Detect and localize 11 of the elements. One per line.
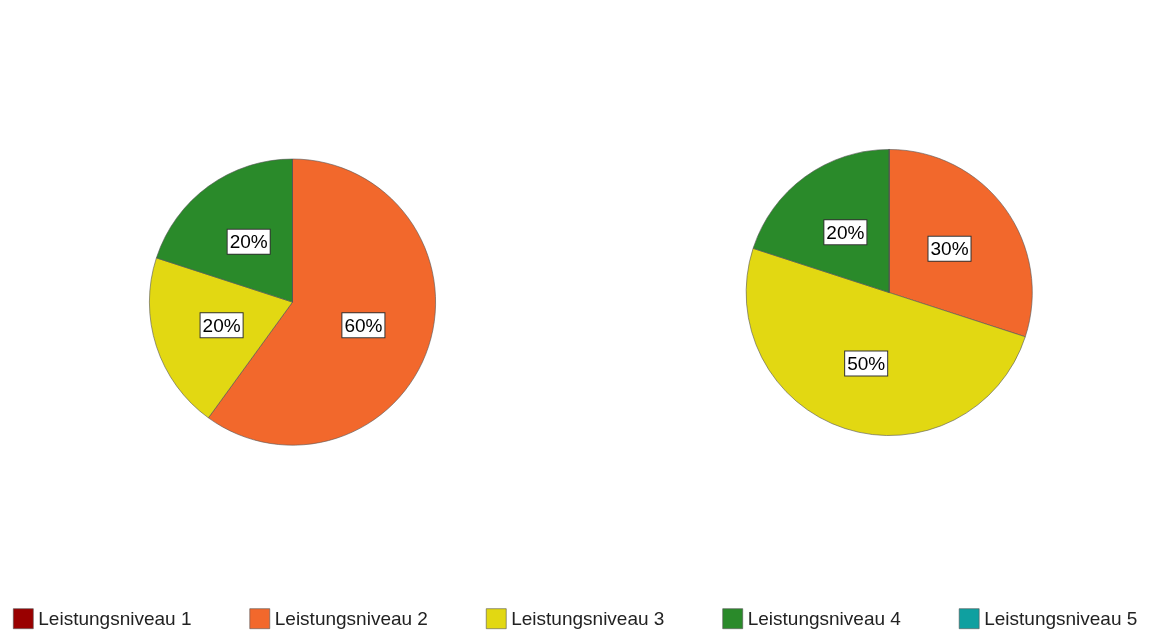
data-label: 30% <box>930 238 969 260</box>
legend-label: Leistungsniveau 2 <box>274 608 428 630</box>
data-label: 20% <box>229 231 268 253</box>
data-label: 50% <box>847 352 886 374</box>
legend-label: Leistungsniveau 5 <box>984 608 1138 630</box>
data-label: 20% <box>202 314 241 336</box>
legend-label: Leistungsniveau 1 <box>38 608 192 630</box>
data-label: 60% <box>344 314 383 336</box>
legend-label: Leistungsniveau 4 <box>747 608 902 630</box>
legend-label: Leistungsniveau 3 <box>511 608 665 630</box>
data-label: 20% <box>826 221 865 243</box>
